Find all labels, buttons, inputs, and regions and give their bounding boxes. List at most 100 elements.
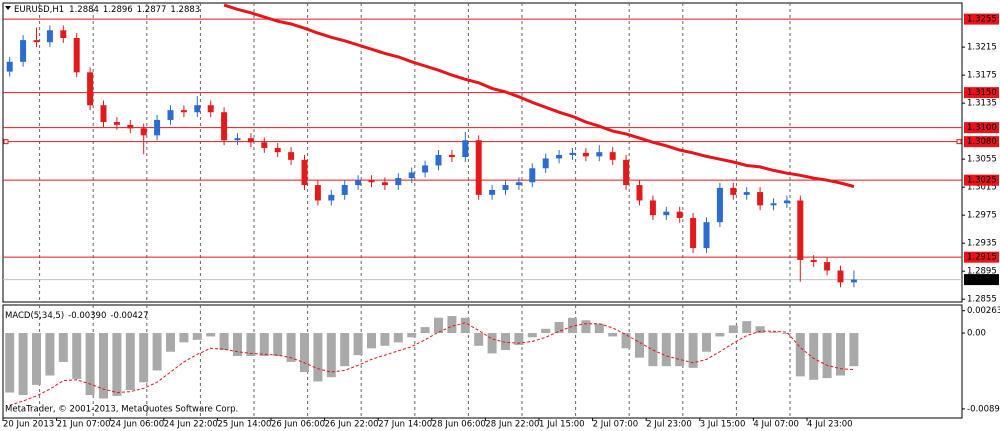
- y-tick-label: 1.2855: [967, 295, 997, 305]
- macd-bar: [755, 326, 765, 334]
- x-tick-label: 21 Jun 07:00: [57, 420, 111, 430]
- macd-bar: [5, 333, 15, 393]
- macd-bar: [259, 333, 269, 356]
- candle-body: [556, 154, 563, 159]
- candle-body: [757, 192, 764, 206]
- macd-bar: [152, 333, 162, 371]
- candle-body: [502, 185, 509, 190]
- candle-body: [649, 200, 656, 216]
- candle-body: [676, 211, 683, 218]
- candle-body: [582, 152, 589, 157]
- macd-bar: [608, 333, 618, 337]
- macd-bar: [18, 333, 28, 396]
- macd-bar: [407, 333, 417, 338]
- macd-bar: [434, 317, 443, 334]
- macd-y-tick-label: 0.00263: [967, 306, 1000, 316]
- candle-body: [288, 152, 295, 160]
- candle-body: [314, 185, 321, 201]
- macd-bar: [166, 333, 175, 352]
- macd-bar: [420, 327, 430, 334]
- level-label-box: [964, 174, 999, 186]
- y-tick-label: 1.3215: [967, 43, 997, 53]
- header-high: 1.2896: [103, 5, 133, 15]
- candle-body: [716, 187, 723, 223]
- macd-bar: [300, 333, 309, 373]
- candle-body: [328, 194, 335, 201]
- macd-bar: [514, 333, 524, 345]
- macd-bar: [58, 333, 68, 362]
- x-tick-label: 2 Jul 23:00: [646, 420, 692, 430]
- candle-body: [180, 110, 187, 113]
- candle-body: [381, 182, 388, 186]
- candle-body: [140, 128, 147, 136]
- macd-bar: [85, 333, 95, 396]
- macd-bar: [353, 333, 363, 356]
- candle-body: [569, 152, 576, 155]
- level-label-box: [964, 87, 999, 99]
- candle-body: [60, 30, 67, 39]
- macd-y-tick-label: 0.00: [967, 329, 986, 339]
- level-label: 1.3100: [967, 123, 997, 133]
- chart-header: EURUSD,H1 1.2884 1.2896 1.2877 1.2883: [14, 5, 200, 15]
- macd-bar: [541, 328, 551, 334]
- level-handle: [956, 139, 962, 145]
- level-label: 1.3255: [967, 15, 997, 25]
- level-label: 1.3025: [967, 176, 997, 186]
- candle-body: [341, 185, 348, 195]
- candle-body: [221, 112, 228, 141]
- plot-layer: 20 Jun 2013 21 Jun 07:00 24 Jun 06:00 24 Ju…: [2, 3, 1000, 430]
- macd-bar: [661, 333, 671, 367]
- macd-bar: [219, 333, 229, 351]
- candle-body: [529, 168, 536, 183]
- macd-bar: [568, 317, 577, 334]
- candle-body: [663, 211, 670, 216]
- candle-body: [368, 180, 375, 183]
- candle-body: [515, 182, 522, 186]
- candle-body: [20, 40, 27, 62]
- macd-main-value: -0.00390: [68, 311, 106, 321]
- candle-body: [837, 270, 844, 283]
- candle-body: [703, 222, 710, 249]
- candle-body: [247, 138, 254, 143]
- x-tick-label: 28 Jun 06:00: [432, 420, 486, 430]
- macd-bar: [125, 333, 135, 390]
- macd-bar: [179, 333, 189, 343]
- macd-bar: [233, 333, 242, 356]
- macd-bar: [728, 325, 738, 334]
- candle-body: [636, 185, 643, 201]
- x-tick-label: 1 Jul 15:00: [539, 420, 585, 430]
- macd-bar: [635, 333, 644, 358]
- macd-bar: [769, 332, 778, 334]
- x-tick-label: 3 Jul 15:00: [700, 420, 746, 430]
- macd-bar: [340, 333, 350, 367]
- macd-signal: [9, 322, 854, 406]
- y-tick-label: 1.3135: [967, 99, 997, 109]
- macd-bar: [742, 321, 752, 334]
- macd-bar: [581, 320, 591, 334]
- macd-bar: [45, 333, 55, 376]
- candle-body: [609, 152, 616, 160]
- footer: MetaTrader, © 2001-2013, MetaQuotes Soft…: [5, 405, 238, 415]
- macd-bar: [367, 333, 376, 349]
- macd-bar: [380, 333, 390, 346]
- candle-body: [154, 119, 161, 136]
- candle-body: [743, 192, 750, 195]
- candle-body: [274, 147, 281, 153]
- macd-bar: [782, 333, 792, 334]
- header-low: 1.2877: [137, 5, 167, 15]
- macd-bar: [72, 333, 82, 379]
- candle-body: [234, 138, 241, 141]
- candle-body: [623, 159, 630, 186]
- macd-bar: [501, 333, 510, 351]
- candle-body: [113, 122, 120, 125]
- macd-bar: [206, 333, 216, 337]
- y-tick-label: 1.2975: [967, 211, 997, 221]
- current-price-box: [964, 274, 999, 286]
- candle-body: [850, 279, 857, 283]
- macd-bar: [822, 333, 832, 379]
- candle-body: [824, 262, 831, 271]
- macd-label: MACD(5,34,5): [5, 311, 64, 321]
- x-tick-label: 20 Jun 2013: [3, 420, 54, 430]
- candle-body: [422, 165, 429, 173]
- candle-body: [408, 172, 415, 179]
